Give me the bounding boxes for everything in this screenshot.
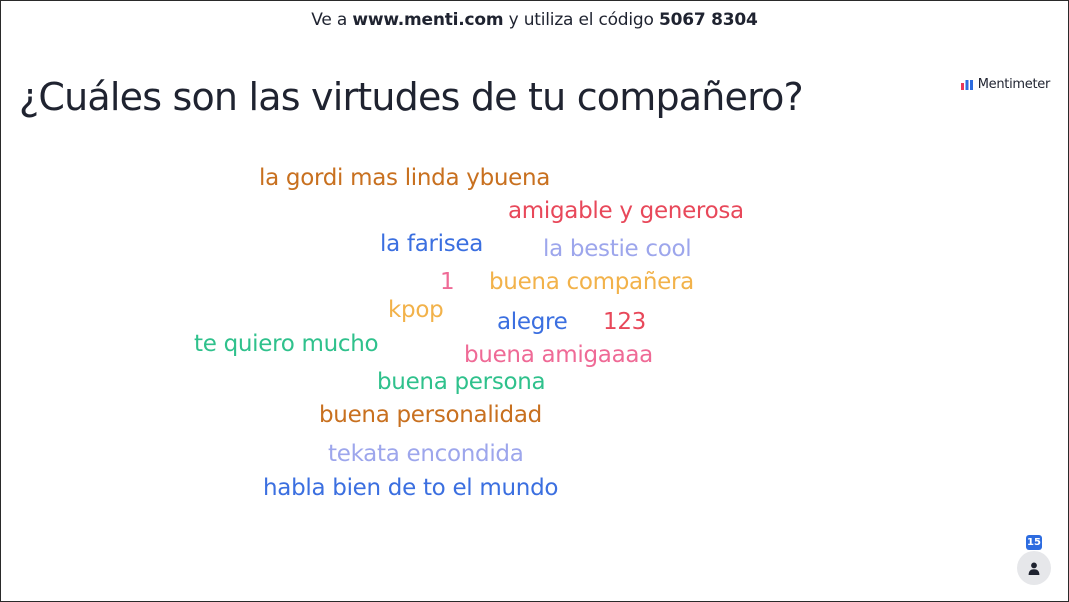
join-instructions: Ve a www.menti.com y utiliza el código 5…: [1, 10, 1068, 30]
word-cloud-item: buena compañera: [489, 269, 694, 295]
join-middle: y utiliza el código: [508, 10, 654, 30]
word-cloud-item: buena persona: [377, 369, 546, 395]
participants-button[interactable]: [1017, 551, 1051, 585]
word-cloud-item: la gordi mas linda ybuena: [259, 165, 551, 191]
word-cloud-item: te quiero mucho: [194, 331, 379, 357]
word-cloud-item: amigable y generosa: [508, 198, 744, 224]
word-cloud-item: 1: [440, 269, 455, 295]
join-prefix: Ve a: [311, 10, 348, 30]
join-url[interactable]: www.menti.com: [352, 10, 504, 30]
word-cloud-item: kpop: [388, 297, 444, 323]
word-cloud-item: la farisea: [380, 231, 484, 257]
word-cloud-item: alegre: [497, 309, 568, 335]
brand-name: Mentimeter: [977, 77, 1051, 92]
mentimeter-logo-icon: [960, 79, 973, 90]
mentimeter-logo: Mentimeter: [960, 77, 1051, 92]
participants-widget[interactable]: 15: [1017, 535, 1051, 585]
word-cloud-item: buena amigaaaa: [464, 342, 653, 368]
person-icon: [1028, 562, 1040, 575]
word-cloud-item: la bestie cool: [543, 236, 692, 262]
word-cloud-item: tekata encondida: [328, 441, 524, 467]
join-code: 5067 8304: [658, 10, 758, 30]
word-cloud-item: buena personalidad: [319, 402, 542, 428]
participant-count-badge: 15: [1026, 535, 1042, 550]
word-cloud-item: habla bien de to el mundo: [263, 475, 559, 501]
word-cloud-item: 123: [603, 309, 646, 335]
question-title: ¿Cuáles son las virtudes de tu compañero…: [19, 75, 804, 119]
